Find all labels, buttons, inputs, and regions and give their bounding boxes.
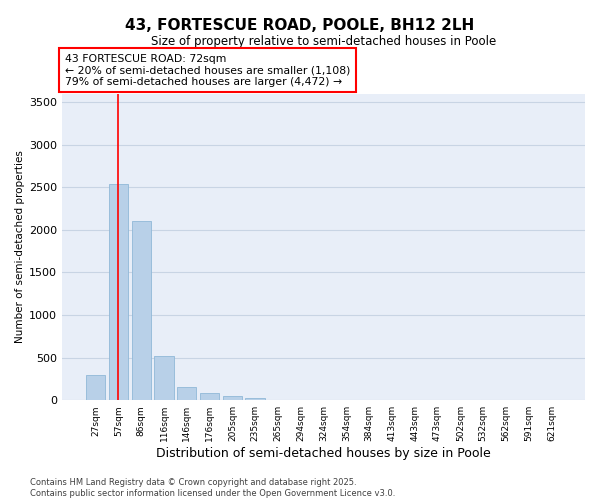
Bar — [223, 396, 242, 400]
Bar — [86, 374, 105, 400]
Text: 43 FORTESCUE ROAD: 72sqm
← 20% of semi-detached houses are smaller (1,108)
79% o: 43 FORTESCUE ROAD: 72sqm ← 20% of semi-d… — [65, 54, 350, 87]
X-axis label: Distribution of semi-detached houses by size in Poole: Distribution of semi-detached houses by … — [156, 447, 491, 460]
Text: 43, FORTESCUE ROAD, POOLE, BH12 2LH: 43, FORTESCUE ROAD, POOLE, BH12 2LH — [125, 18, 475, 32]
Bar — [154, 356, 173, 400]
Bar — [200, 394, 219, 400]
Bar — [109, 184, 128, 400]
Y-axis label: Number of semi-detached properties: Number of semi-detached properties — [15, 150, 25, 344]
Text: Contains HM Land Registry data © Crown copyright and database right 2025.
Contai: Contains HM Land Registry data © Crown c… — [30, 478, 395, 498]
Title: Size of property relative to semi-detached houses in Poole: Size of property relative to semi-detach… — [151, 35, 496, 48]
Bar — [245, 398, 265, 400]
Bar — [131, 220, 151, 400]
Bar — [177, 388, 196, 400]
